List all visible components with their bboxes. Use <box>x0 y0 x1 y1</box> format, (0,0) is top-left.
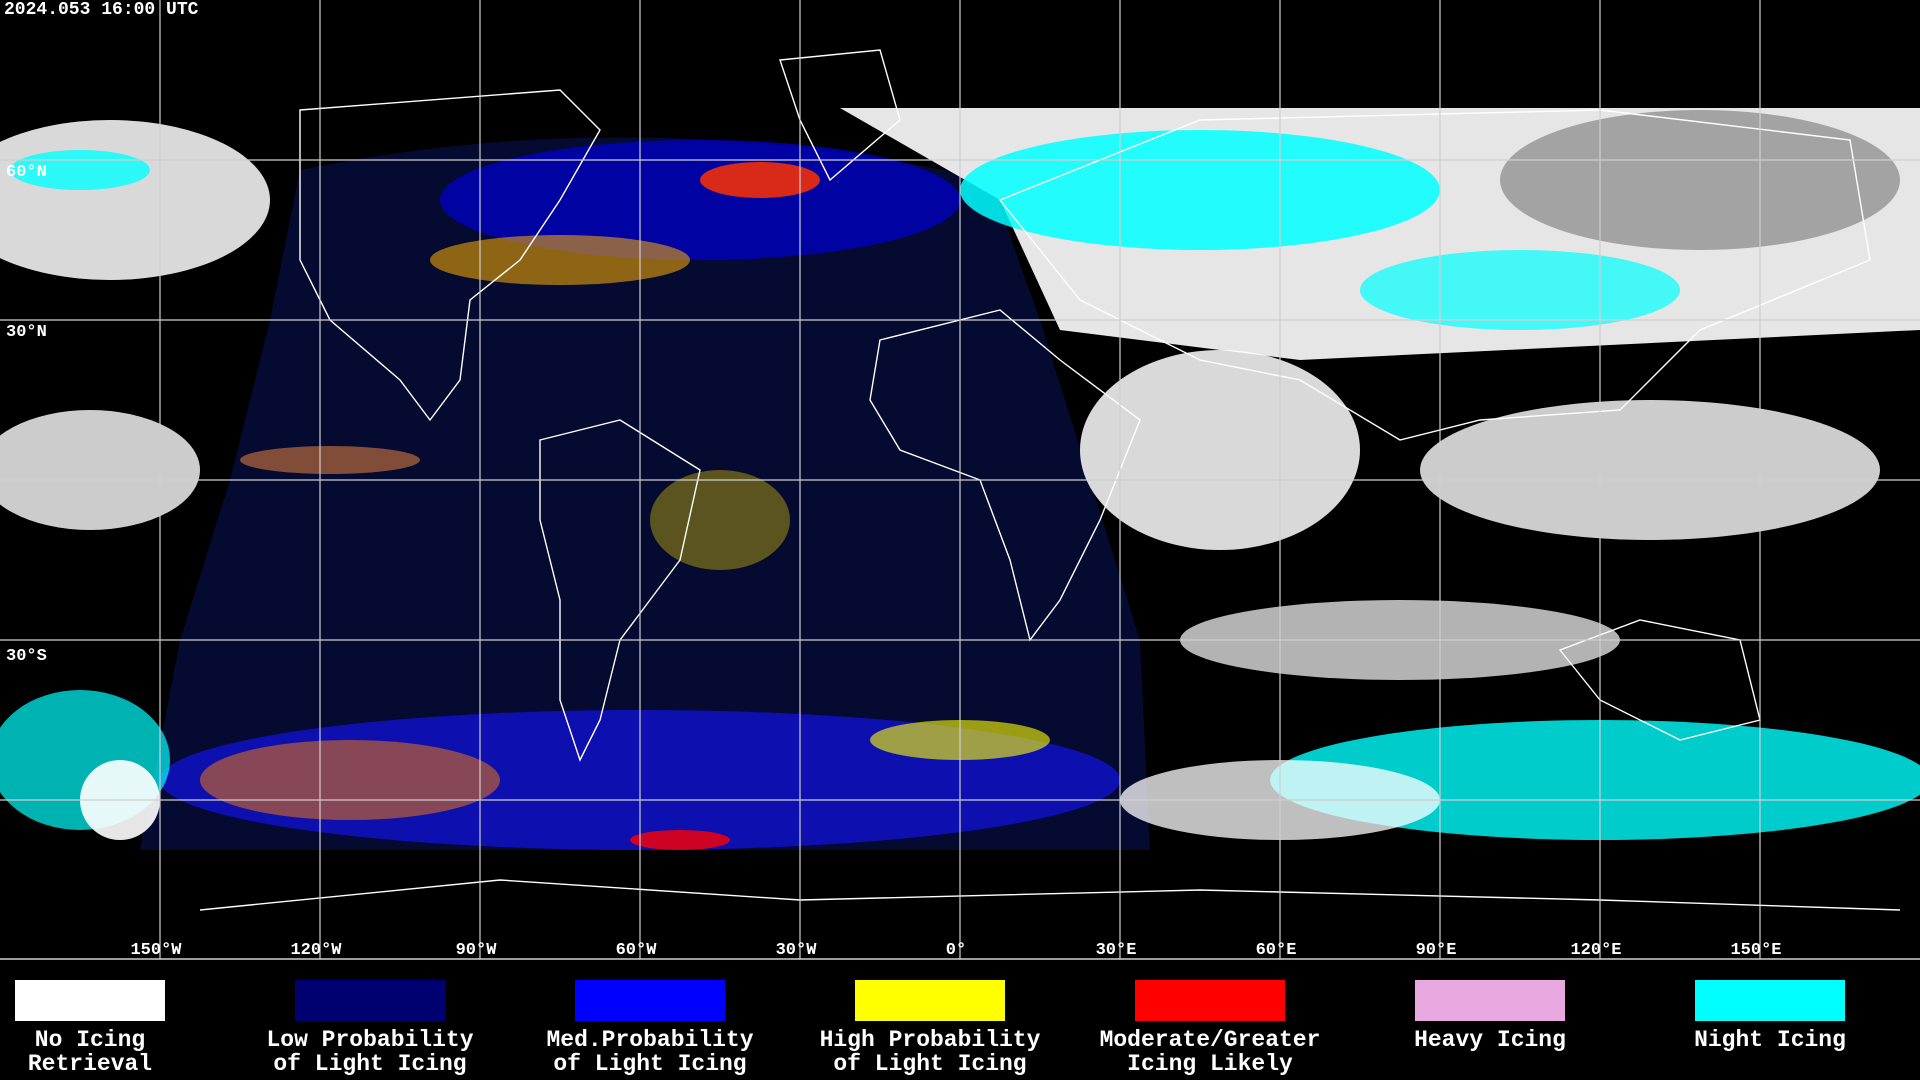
longitude-label: 120°W <box>290 941 342 960</box>
timestamp: 2024.053 16:00 UTC <box>4 0 199 20</box>
legend-label: No Icing <box>35 1027 145 1053</box>
legend-swatch <box>295 980 445 1021</box>
legend-label: Icing Likely <box>1127 1051 1293 1077</box>
legend-label: Heavy Icing <box>1414 1027 1566 1053</box>
legend-swatch <box>1415 980 1565 1021</box>
longitude-label: 60°W <box>616 941 658 960</box>
longitude-label: 120°E <box>1570 941 1621 960</box>
legend-label: of Light Icing <box>553 1051 746 1077</box>
legend-label: High Probability <box>820 1027 1041 1053</box>
coastlines <box>199 49 1901 911</box>
legend-swatch <box>15 980 165 1021</box>
legend-swatch <box>575 980 725 1021</box>
latitude-label: 30°N <box>6 323 47 342</box>
longitude-label: 60°E <box>1256 941 1297 960</box>
legend-swatch <box>1695 980 1845 1021</box>
longitude-label: 90°E <box>1416 941 1457 960</box>
longitude-label: 150°W <box>130 941 182 960</box>
latitude-label: 60°N <box>6 163 47 182</box>
legend-label: of Light Icing <box>833 1051 1026 1077</box>
legend-label: Med.Probability <box>546 1027 753 1053</box>
longitude-label: 150°E <box>1730 941 1781 960</box>
map-labels: 2024.053 16:00 UTC 150°W 120°W 90°W 60°W 30°… <box>4 0 1782 960</box>
legend-label: Retrieval <box>28 1051 152 1077</box>
legend-label: of Light Icing <box>273 1051 466 1077</box>
longitude-label: 30°E <box>1096 941 1137 960</box>
graticule <box>0 0 1920 960</box>
latitude-label: 30°S <box>6 647 47 666</box>
legend-swatch <box>1135 980 1285 1021</box>
legend-swatch <box>855 980 1005 1021</box>
longitude-label: 0° <box>946 941 966 960</box>
legend-label: Moderate/Greater <box>1100 1027 1321 1053</box>
legend-label: Low Probability <box>266 1027 473 1053</box>
legend-label: Night Icing <box>1694 1027 1846 1053</box>
longitude-label: 90°W <box>456 941 498 960</box>
longitude-label: 30°W <box>776 941 818 960</box>
